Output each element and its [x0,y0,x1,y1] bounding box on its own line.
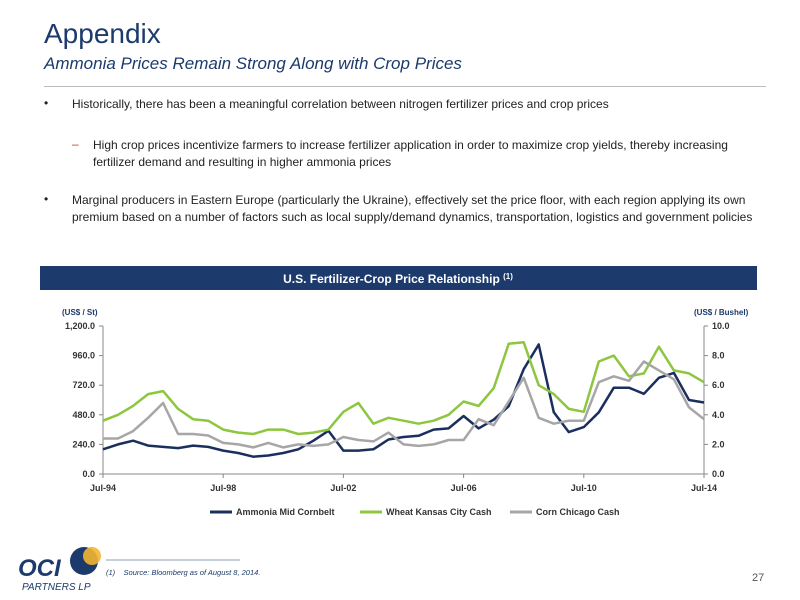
bullet: Historically, there has been a meaningfu… [72,97,609,111]
bullet: Marginal producers in Eastern Europe (pa… [72,193,753,224]
series-line [102,341,705,436]
chart-title-text: U.S. Fertilizer-Crop Price Relationship [283,272,500,286]
x-tick-label: Jul-02 [330,483,356,493]
y-tick-label: 960.0 [72,351,95,361]
y-tick-label: 240.0 [72,439,95,449]
bullet-marker: – [72,137,79,151]
slide-title: Appendix [44,18,161,49]
logo-circle [83,547,101,565]
y2-tick-label: 4.0 [712,410,725,420]
y2-tick-label: 2.0 [712,439,725,449]
series-line [102,343,705,458]
legend-label: Wheat Kansas City Cash [386,507,492,517]
y-tick-label: 0.0 [82,469,95,479]
series-line [103,360,705,449]
chart-title: U.S. Fertilizer-Crop Price Relationship … [283,272,513,286]
logo-name: OCI [18,555,62,582]
y-tick-label: 720.0 [72,380,95,390]
chart-banner [40,266,757,290]
logo: OCI PARTNERS LP [18,547,101,593]
x-tick-label: Jul-10 [571,483,597,493]
slide-subtitle: Ammonia Prices Remain Strong Along with … [44,54,462,73]
footnote-text: Source: Bloomberg as of August 8, 2014. [123,568,261,577]
y2-tick-label: 6.0 [712,380,725,390]
x-tick-label: Jul-94 [90,483,116,493]
legend-label: Corn Chicago Cash [536,507,620,517]
x-tick-label: Jul-14 [691,483,717,493]
bullet-marker: • [44,96,49,110]
y-tick-label: 480.0 [72,410,95,420]
y2-tick-label: 8.0 [712,351,725,361]
divider [44,86,766,87]
y-tick-label: 1,200.0 [65,321,95,331]
y-axis-label: (US$ / St) [62,308,98,317]
footnote-marker: (1) [106,568,116,577]
chart-title-note: (1) [503,272,513,281]
bullet-marker: • [44,192,49,206]
y2-axis-label: (US$ / Bushel) [694,308,749,317]
x-tick-label: Jul-06 [451,483,477,493]
logo-tagline: PARTNERS LP [22,582,91,593]
page-number: 27 [752,572,765,584]
legend-label: Ammonia Mid Cornbelt [236,507,335,517]
x-tick-label: Jul-98 [210,483,236,493]
sub-bullet: High crop prices incentivize farmers to … [93,138,728,169]
y2-tick-label: 0.0 [712,469,725,479]
footnote: (1) Source: Bloomberg as of August 8, 20… [106,568,260,577]
y2-tick-label: 10.0 [712,321,730,331]
